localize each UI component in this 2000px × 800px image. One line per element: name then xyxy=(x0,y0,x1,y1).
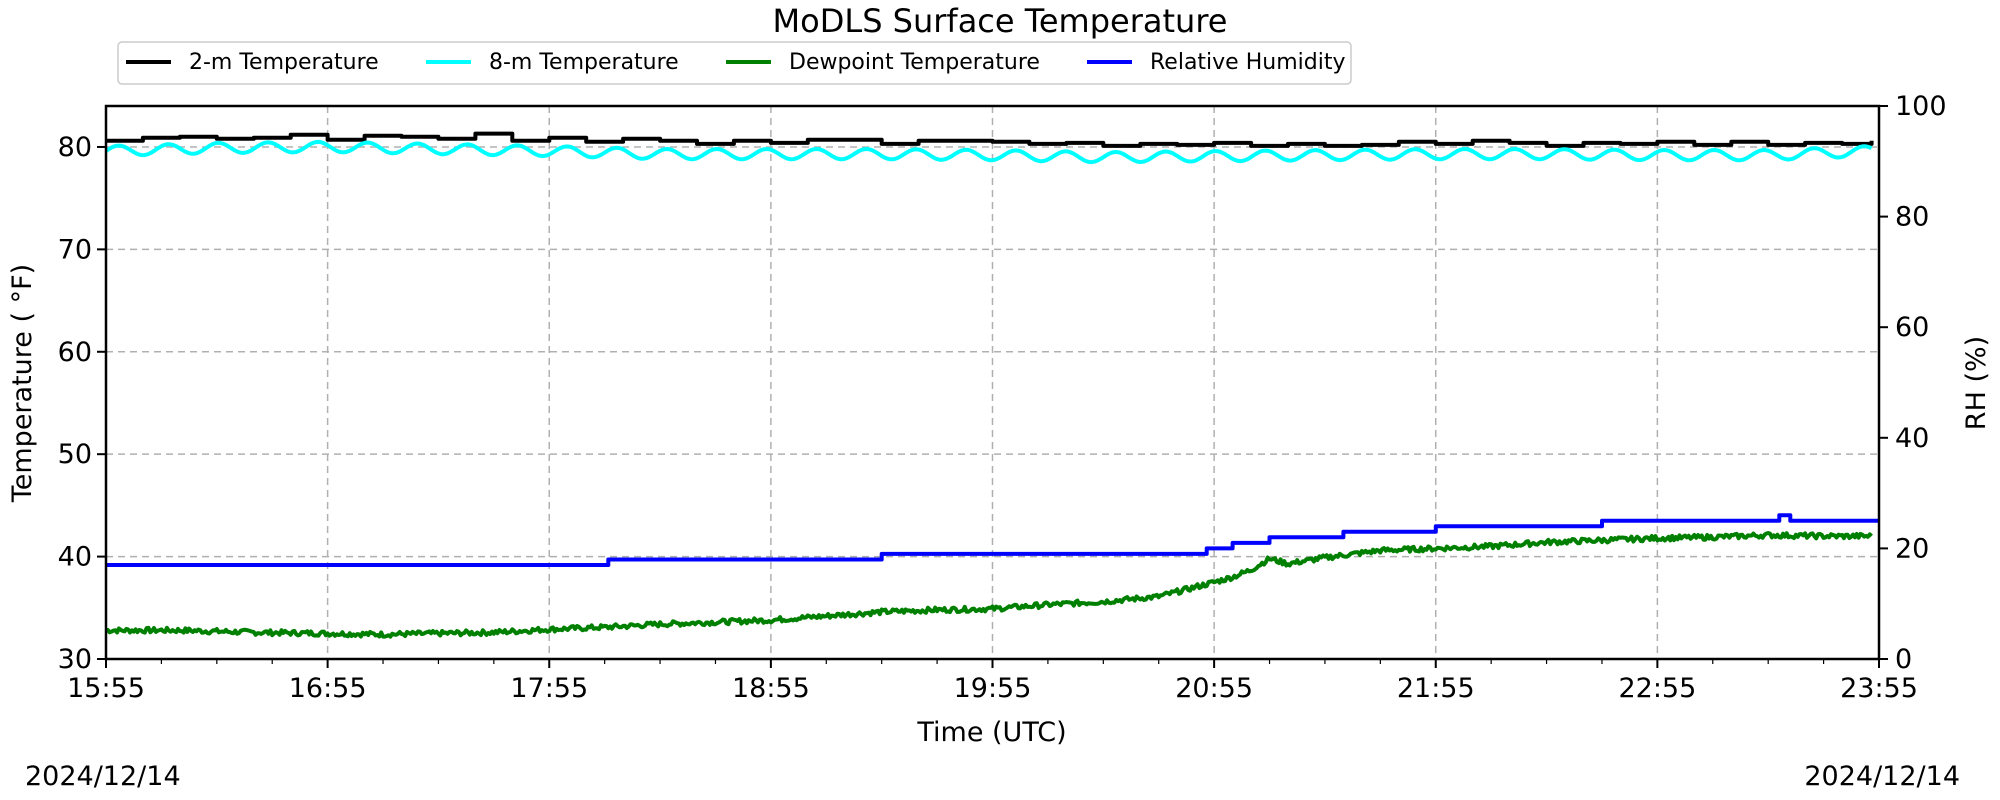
series-line-relative-humidity xyxy=(106,513,1879,567)
series-line-2-m-temperature xyxy=(106,131,1874,148)
x-tick-label: 18:55 xyxy=(732,673,810,704)
y-tick-label: 80 xyxy=(58,132,92,163)
y2-tick-label: 20 xyxy=(1895,533,1929,564)
x-tick-label: 17:55 xyxy=(510,673,588,704)
series-line-8-m-temperature xyxy=(104,139,1873,165)
date-label-left: 2024/12/14 xyxy=(25,761,181,792)
y2-axis-label: RH (%) xyxy=(1961,336,1992,430)
legend-label-8-m-temperature: 8-m Temperature xyxy=(489,50,679,75)
y-axis-right: 0 20 40 60 80 100 xyxy=(1879,91,1947,675)
date-label-right: 2024/12/14 xyxy=(1804,761,1960,792)
x-tick-label: 19:55 xyxy=(954,673,1032,704)
x-tick-label: 22:55 xyxy=(1618,673,1696,704)
y-tick-label: 70 xyxy=(58,234,92,265)
x-tick-label: 15:55 xyxy=(67,673,145,704)
x-tick-label: 21:55 xyxy=(1397,673,1475,704)
y-axis-label: Temperature ( °F) xyxy=(7,264,38,503)
chart-title: MoDLS Surface Temperature xyxy=(773,2,1228,40)
grid xyxy=(106,106,1879,660)
x-axis: 15:55 16:55 17:55 18:55 19:55 20:55 21:55 22:55… xyxy=(67,659,1918,704)
y2-tick-label: 0 xyxy=(1895,644,1912,675)
y-tick-label: 60 xyxy=(58,337,92,368)
legend-label-2-m-temperature: 2-m Temperature xyxy=(189,50,379,75)
legend: 2-m Temperature 8-m Temperature Dewpoint T… xyxy=(117,41,1352,85)
x-tick-label: 16:55 xyxy=(289,673,367,704)
y-tick-label: 50 xyxy=(58,439,92,470)
y2-tick-label: 40 xyxy=(1895,423,1929,454)
y-tick-label: 40 xyxy=(58,542,92,573)
y2-tick-label: 100 xyxy=(1895,91,1947,122)
y2-tick-label: 60 xyxy=(1895,312,1929,343)
legend-label-relative-humidity: Relative Humidity xyxy=(1150,50,1345,75)
x-tick-label: 23:55 xyxy=(1840,673,1918,704)
y2-tick-label: 80 xyxy=(1895,202,1929,233)
x-axis-label: Time (UTC) xyxy=(916,717,1066,748)
legend-label-dewpoint-temperature: Dewpoint Temperature xyxy=(789,50,1040,75)
x-tick-label: 20:55 xyxy=(1175,673,1253,704)
y-axis-left: 30 40 50 60 70 80 xyxy=(58,132,106,675)
y-tick-label: 30 xyxy=(58,644,92,675)
series-layer xyxy=(104,131,1879,639)
series-line-dewpoint-temperature xyxy=(105,531,1873,639)
